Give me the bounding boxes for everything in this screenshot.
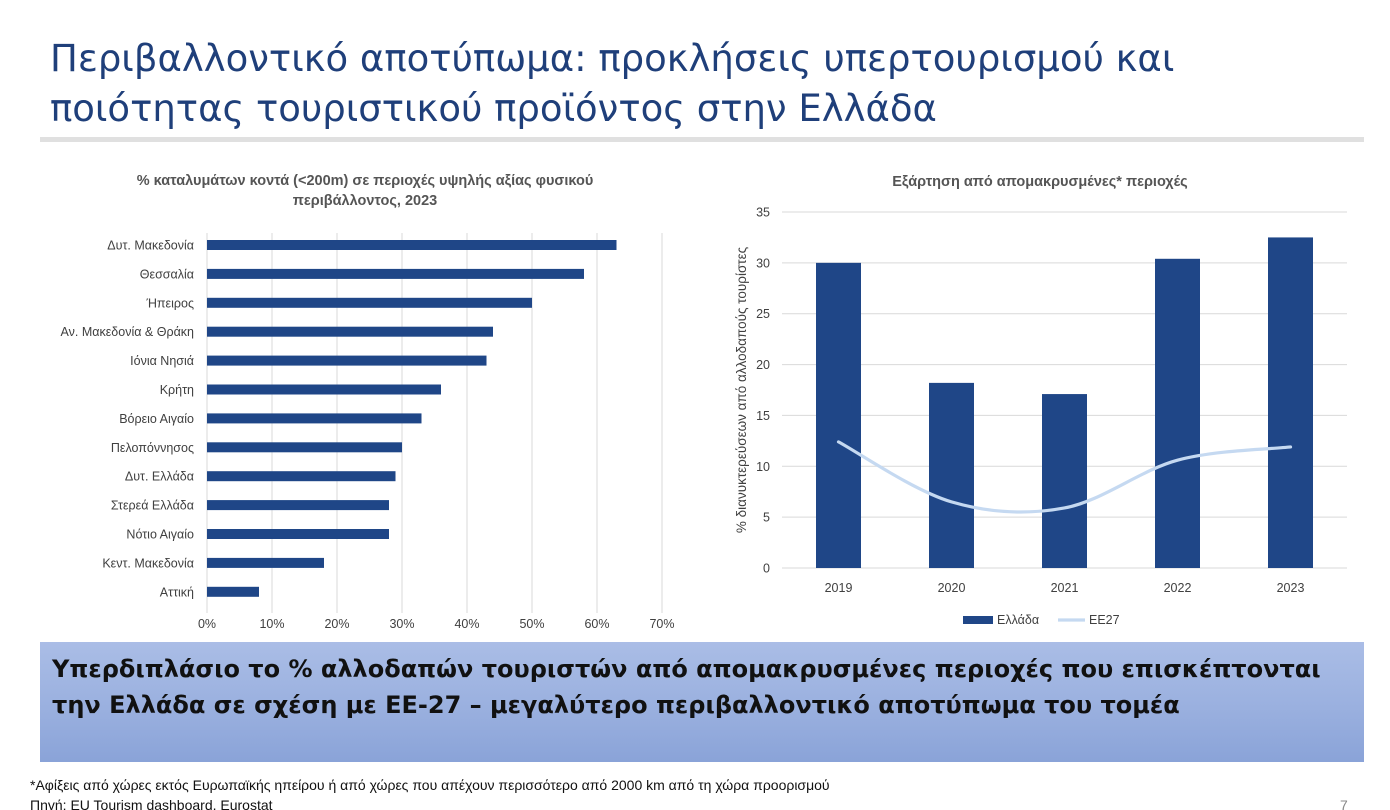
category-label: Ιόνια Νησιά: [130, 354, 194, 368]
chart2-title: Εξάρτηση από απομακρυσμένες* περιοχές: [892, 174, 1188, 190]
x-tick-label: 0%: [198, 617, 216, 631]
bar: [207, 500, 389, 511]
y-tick-label: 0: [763, 562, 770, 576]
x-tick-label: 2023: [1277, 581, 1305, 595]
x-tick-label: 50%: [519, 617, 544, 631]
category-label: Κεντ. Μακεδονία: [102, 556, 194, 570]
bar: [207, 297, 532, 308]
bar: [207, 413, 422, 424]
bar: [207, 586, 259, 597]
bar: [207, 557, 324, 568]
y-tick-label: 20: [756, 358, 770, 372]
footnote: *Αφίξεις από χώρες εκτός Ευρωπαϊκής ηπεί…: [30, 777, 830, 793]
bar: [207, 471, 396, 482]
bar: [207, 240, 617, 250]
y-tick-label: 10: [756, 460, 770, 474]
category-label: Πελοπόννησος: [111, 441, 194, 455]
title-divider: [40, 137, 1364, 142]
bar: [816, 262, 861, 568]
source-note: Πηγή: EU Tourism dashboard, Eurostat: [30, 797, 273, 810]
category-label: Αν. Μακεδονία & Θράκη: [61, 325, 195, 339]
bar: [929, 382, 974, 568]
x-tick-label: 10%: [259, 617, 284, 631]
x-tick-label: 60%: [584, 617, 609, 631]
bar: [207, 442, 402, 453]
x-tick-label: 70%: [649, 617, 674, 631]
y-tick-label: 25: [756, 307, 770, 321]
y-tick-label: 35: [756, 206, 770, 220]
y-axis-title: % διανυκτερεύσεων από αλλοδαπούς τουρίστ…: [734, 246, 749, 533]
slide-title: Περιβαλλοντικό αποτύπωμα: προκλήσεις υπε…: [50, 37, 1175, 130]
bar: [207, 326, 493, 337]
legend-swatch-greece: [963, 616, 993, 624]
y-tick-label: 30: [756, 256, 770, 270]
category-label: Κρήτη: [160, 383, 194, 397]
x-tick-label: 40%: [454, 617, 479, 631]
bar: [207, 355, 487, 366]
y-tick-label: 15: [756, 409, 770, 423]
x-tick-label: 20%: [324, 617, 349, 631]
x-tick-label: 2021: [1051, 581, 1079, 595]
legend-label-eu27: ΕΕ27: [1089, 613, 1120, 627]
bar: [207, 529, 389, 539]
eu27-line: [836, 440, 1293, 514]
bar: [1155, 258, 1200, 568]
y-tick-label: 5: [763, 511, 770, 525]
category-label: Θεσσαλία: [140, 267, 194, 281]
category-label: Νότιο Αιγαίο: [126, 528, 194, 542]
category-label: Δυτ. Ελλάδα: [125, 470, 194, 484]
bar: [1268, 237, 1313, 568]
x-tick-label: 2020: [938, 581, 966, 595]
banner-text: Υπερδιπλάσιο το % αλλοδαπών τουριστών απ…: [52, 655, 1321, 719]
highlight-banner: [40, 642, 1364, 762]
legend-label-greece: Ελλάδα: [997, 613, 1039, 627]
bar: [207, 384, 441, 395]
bar: [1042, 394, 1087, 568]
x-tick-label: 30%: [389, 617, 414, 631]
category-label: Αττική: [160, 585, 194, 599]
column-line-chart: 0 5 10 15 20 25 30 35 2019 2020 2021 2022 2023 % διαν…: [734, 206, 1347, 627]
x-tick-label: 2019: [825, 581, 853, 595]
category-label: Στερεά Ελλάδα: [111, 499, 194, 513]
category-label: Ήπειρος: [145, 296, 194, 310]
category-label: Δυτ. Μακεδονία: [107, 239, 194, 253]
page-number: 7: [1340, 797, 1348, 810]
bar: [207, 268, 584, 279]
chart1-title: % καταλυμάτων κοντά (<200m) σε περιοχές …: [136, 173, 594, 209]
x-tick-label: 2022: [1164, 581, 1192, 595]
category-label: Βόρειο Αιγαίο: [119, 412, 194, 426]
horizontal-bar-chart: 0% 10% 20% 30% 40% 50% 60% 70% Δυτ. Μακεδονία Θεσ…: [61, 233, 675, 631]
